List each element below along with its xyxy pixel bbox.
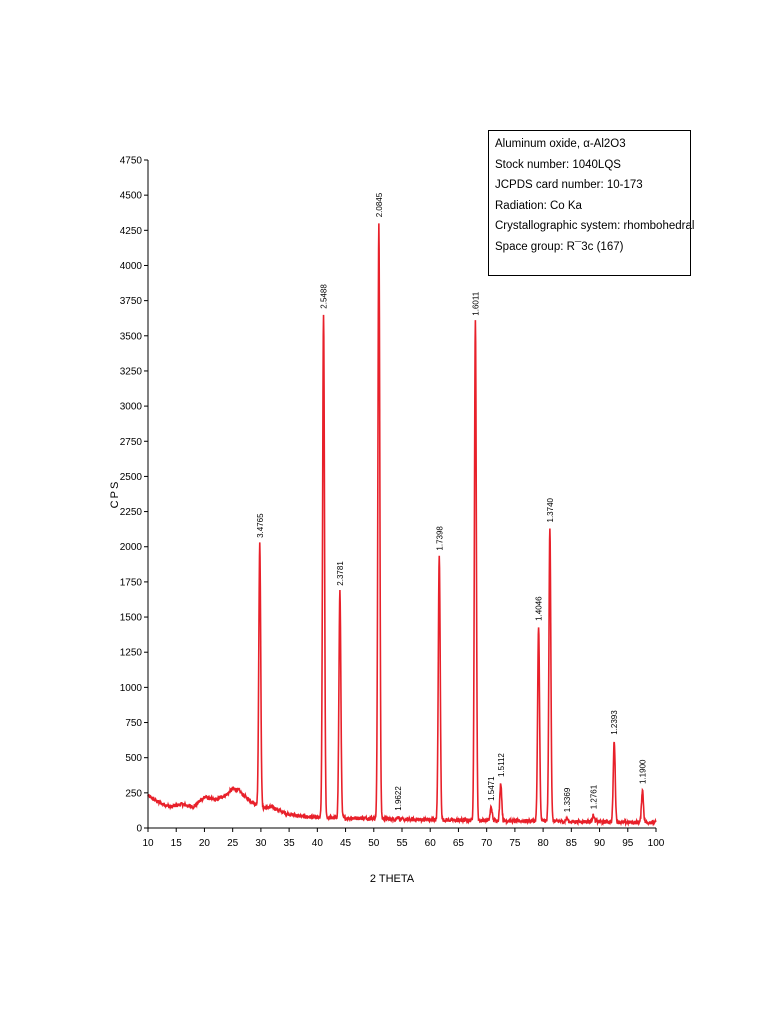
x-axis-title: 2 THETA: [370, 873, 415, 885]
x-tick-label: 100: [648, 838, 665, 849]
peak-label: 2.0845: [375, 192, 384, 217]
x-tick-label: 50: [368, 838, 380, 849]
peak-label: 1.7398: [435, 526, 444, 551]
x-tick-label: 45: [340, 838, 352, 849]
y-tick-label: 2750: [120, 437, 143, 448]
y-tick-label: 3500: [120, 331, 143, 342]
x-tick-label: 90: [594, 838, 606, 849]
info-line-jcpds-card: JCPDS card number: 10-173: [495, 179, 643, 191]
peak-label: 3.4765: [256, 513, 265, 538]
peak-label: 1.1900: [639, 759, 648, 784]
peak-label: 2.5488: [320, 284, 329, 309]
peak-label: 1.6011: [471, 291, 480, 315]
x-tick-label: 10: [142, 838, 154, 849]
peak-label: 1.2761: [589, 784, 598, 809]
y-tick-label: 4500: [120, 191, 143, 202]
y-axis-title: CPS: [109, 480, 121, 509]
peak-label: 2.3781: [336, 561, 345, 586]
y-tick-label: 3000: [120, 402, 143, 413]
x-tick-label: 75: [509, 838, 521, 849]
x-tick-label: 70: [481, 838, 493, 849]
info-line-stock-number: Stock number: 1040LQS: [495, 158, 621, 171]
peak-label: 1.4046: [535, 596, 544, 621]
y-axis: 0 250 500 750 1000 1250 1500 1750 2000 2250 2500 27…: [120, 156, 148, 835]
x-tick-label: 85: [566, 838, 578, 849]
info-line-crystal-system: Crystallographic system: rhombohedral: [495, 220, 695, 232]
y-tick-label: 3750: [120, 296, 143, 307]
peak-label: 1.2393: [610, 710, 619, 735]
x-tick-label: 15: [171, 838, 183, 849]
y-tick-label: 1250: [120, 648, 143, 659]
y-tick-label: 1750: [120, 577, 143, 588]
y-tick-label: 3250: [120, 366, 143, 377]
y-tick-label: 4250: [120, 226, 143, 237]
y-tick-label: 250: [125, 788, 142, 799]
info-line-compound: Aluminum oxide, α-Al2O3: [495, 138, 626, 150]
y-tick-label: 4000: [120, 261, 143, 272]
y-tick-label: 1000: [120, 683, 143, 694]
x-tick-label: 95: [622, 838, 634, 849]
y-tick-label: 2000: [120, 542, 143, 553]
y-tick-label: 2500: [120, 472, 143, 483]
peak-label: 1.3740: [546, 497, 555, 522]
x-tick-label: 65: [453, 838, 465, 849]
info-line-space-group: Space group: R¯3c (167): [495, 240, 624, 253]
info-line-radiation: Radiation: Co Ka: [495, 199, 582, 212]
x-tick-label: 30: [255, 838, 267, 849]
y-tick-label: 750: [125, 718, 142, 729]
x-tick-label: 40: [312, 838, 324, 849]
x-tick-label: 55: [396, 838, 408, 849]
x-tick-label: 60: [425, 838, 437, 849]
peak-labels: 3.4765 2.5488 2.3781 2.0845 1.9622 1.7398 1.60…: [256, 192, 648, 812]
y-tick-label: 1500: [120, 613, 143, 624]
peak-label: 1.5112: [497, 753, 506, 777]
peak-label: 1.3369: [563, 787, 572, 812]
y-tick-label: 0: [136, 824, 142, 835]
x-axis: 10 15 20 25 30 35 40 45 50 55 60 65 70 75 80 85 90 95 100: [142, 828, 665, 849]
y-tick-label: 4750: [120, 156, 143, 167]
x-tick-label: 20: [199, 838, 211, 849]
x-tick-label: 35: [284, 838, 296, 849]
sample-info-box: Aluminum oxide, α-Al2O3 Stock number: 10…: [488, 130, 695, 276]
x-tick-label: 25: [227, 838, 239, 849]
spectrum-line: [147, 223, 657, 827]
x-tick-label: 80: [538, 838, 550, 849]
y-tick-label: 500: [125, 753, 142, 764]
peak-label: 1.9622: [394, 786, 403, 811]
y-tick-label: 2250: [120, 507, 143, 518]
peak-label: 1.5471: [487, 776, 496, 801]
